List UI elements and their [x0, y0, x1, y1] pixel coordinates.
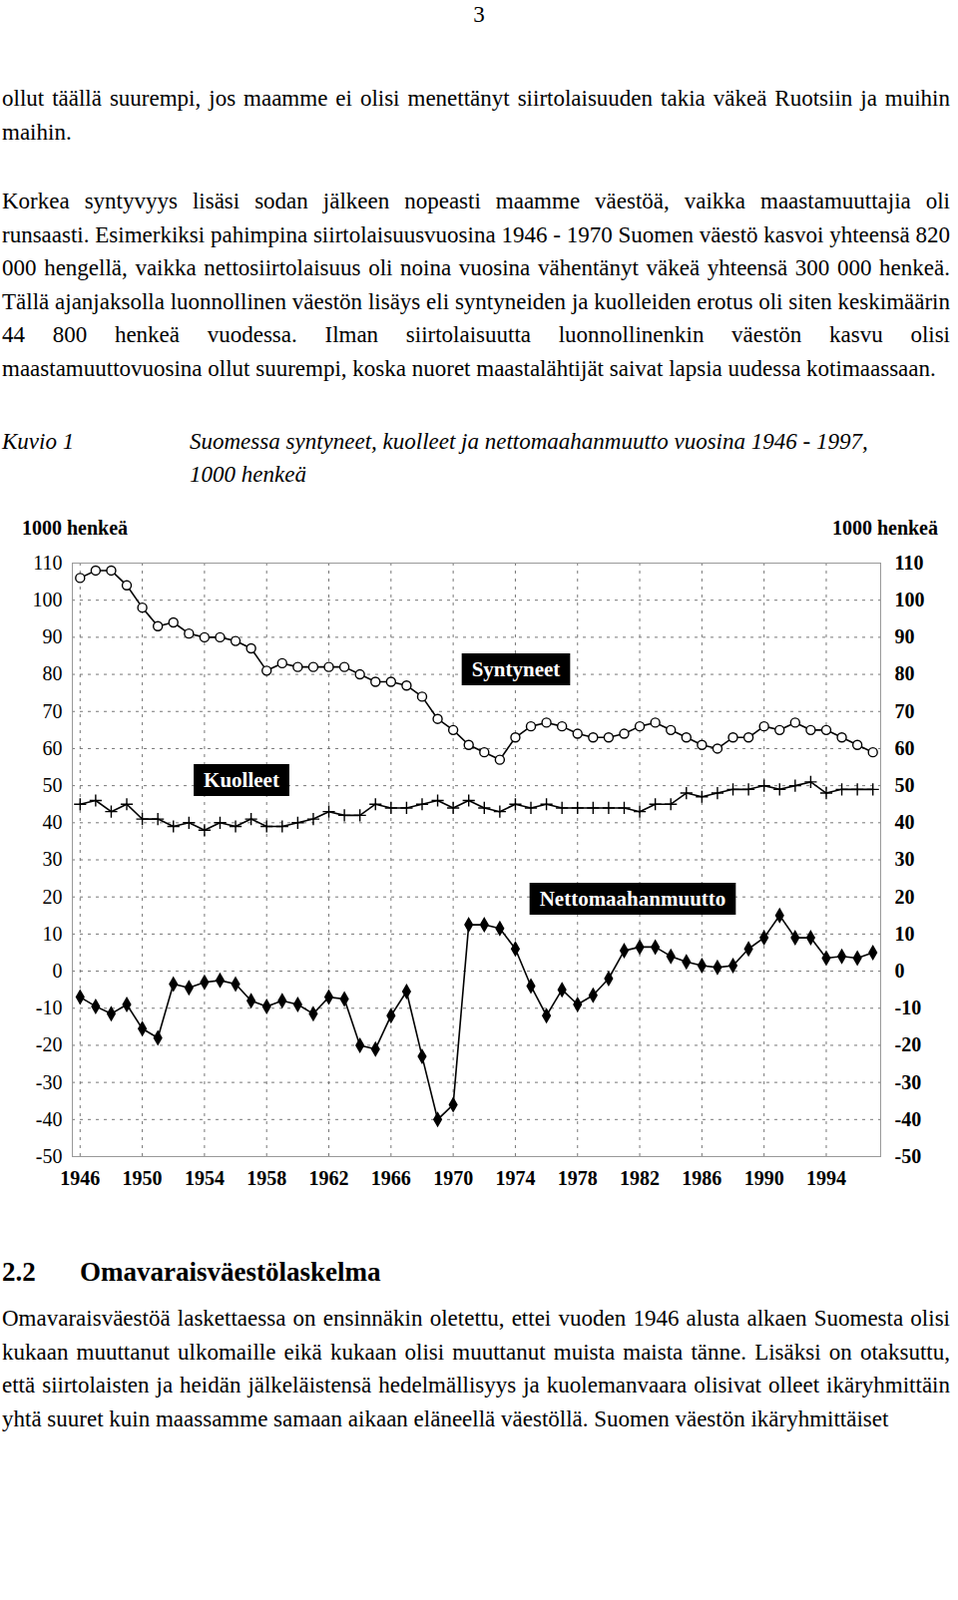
svg-text:1986: 1986: [681, 1167, 722, 1190]
svg-text:80: 80: [42, 662, 63, 685]
svg-text:40: 40: [895, 811, 916, 834]
svg-text:10: 10: [42, 923, 63, 946]
html-text:Omavaraisväestölaskelma: Omavaraisväestölaskelma: [79, 1257, 381, 1288]
html-text:Kuvio 1: Kuvio 1: [1, 429, 75, 455]
html-text:ollut täällä suurempi, jos maa: ollut täällä suurempi, jos maamme ei oli…: [1, 85, 951, 145]
svg-text:-20: -20: [895, 1033, 923, 1056]
svg-text:30: 30: [895, 848, 916, 871]
svg-text:-30: -30: [895, 1071, 923, 1094]
svg-text:60: 60: [895, 737, 916, 760]
svg-text:100: 100: [32, 588, 63, 611]
svg-text:-50: -50: [895, 1145, 923, 1168]
svg-text:20: 20: [42, 886, 63, 909]
svg-text:1982: 1982: [619, 1167, 660, 1190]
svg-text:1966: 1966: [371, 1167, 412, 1190]
svg-text:90: 90: [42, 625, 63, 648]
svg-text:1962: 1962: [309, 1167, 350, 1190]
svg-text:20: 20: [895, 886, 916, 909]
svg-text:1978: 1978: [557, 1167, 598, 1190]
svg-text:1954: 1954: [184, 1167, 225, 1190]
svg-text:50: 50: [42, 774, 63, 797]
svg-text:1000 henkeä: 1000 henkeä: [21, 516, 128, 539]
svg-text:110: 110: [895, 551, 925, 574]
svg-text:30: 30: [42, 848, 63, 871]
svg-text:-10: -10: [35, 996, 63, 1019]
html-text:Omavaraisväestöä laskettaessa: Omavaraisväestöä laskettaessa on ensinnä…: [1, 1306, 951, 1432]
svg-text:1000 henkeä: 1000 henkeä: [832, 516, 939, 539]
svg-text:1946: 1946: [59, 1167, 100, 1190]
svg-text:-40: -40: [35, 1108, 63, 1131]
html-text:3: 3: [473, 1, 485, 27]
svg-text:60: 60: [42, 737, 63, 760]
svg-text:-50: -50: [35, 1145, 63, 1168]
svg-text:100: 100: [895, 588, 926, 611]
svg-text:0: 0: [895, 959, 906, 982]
svg-text:110: 110: [32, 551, 62, 574]
svg-text:50: 50: [895, 774, 916, 797]
svg-text:90: 90: [895, 625, 916, 648]
svg-text:70: 70: [895, 700, 916, 723]
html-text:2.2: 2.2: [1, 1257, 36, 1288]
svg-text:40: 40: [42, 811, 63, 834]
svg-text:1994: 1994: [806, 1167, 847, 1190]
svg-text:1974: 1974: [494, 1167, 535, 1190]
svg-text:-20: -20: [35, 1033, 63, 1056]
svg-text:10: 10: [895, 923, 916, 946]
svg-text:70: 70: [42, 700, 63, 723]
html-text:Suomessa syntyneet, kuolleet j: Suomessa syntyneet, kuolleet ja nettomaa…: [189, 429, 868, 487]
svg-text:1950: 1950: [122, 1167, 163, 1190]
svg-text:-40: -40: [895, 1108, 923, 1131]
svg-text:0: 0: [52, 959, 63, 982]
svg-text:-30: -30: [35, 1071, 63, 1094]
html-text:Korkea syntyvyys lisäsi sodan: Korkea syntyvyys lisäsi sodan jälkeen no…: [1, 188, 951, 381]
svg-text:Nettomaahanmuutto: Nettomaahanmuutto: [539, 887, 727, 912]
svg-text:Syntyneet: Syntyneet: [472, 657, 561, 682]
svg-text:1990: 1990: [744, 1167, 785, 1190]
svg-text:1958: 1958: [246, 1167, 287, 1190]
svg-text:1970: 1970: [433, 1167, 474, 1190]
svg-text:Kuolleet: Kuolleet: [203, 768, 280, 793]
svg-text:80: 80: [895, 662, 916, 685]
svg-text:-10: -10: [895, 996, 923, 1019]
